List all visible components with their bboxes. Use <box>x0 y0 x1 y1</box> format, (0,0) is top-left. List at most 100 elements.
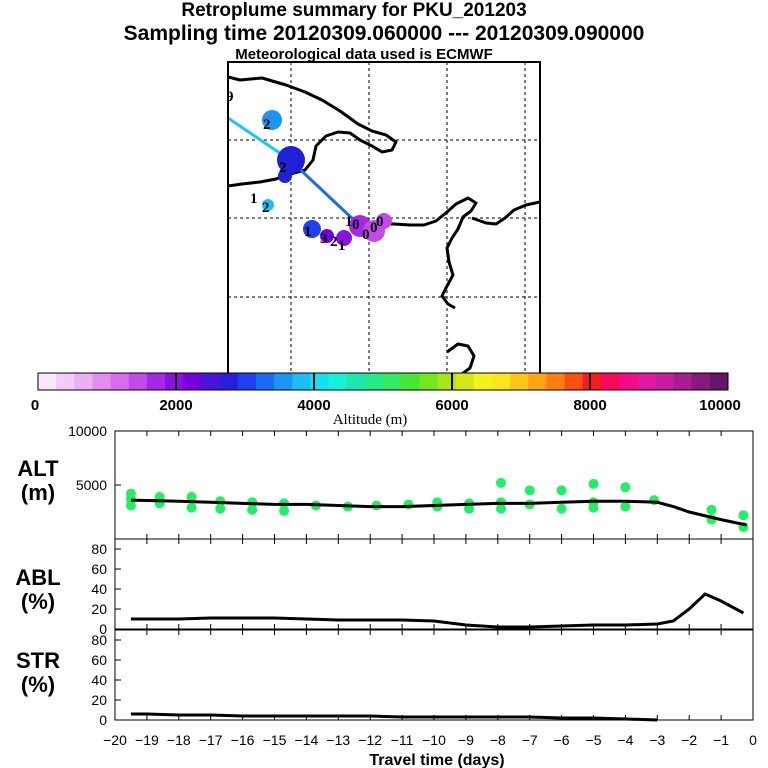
str-label: STR <box>16 648 60 673</box>
cluster-circle <box>262 110 282 130</box>
colorbar-cell <box>274 373 293 390</box>
colorbar-cell <box>691 373 711 390</box>
x-tick-label: −7 <box>522 732 538 748</box>
abl-ytick-label: 60 <box>91 561 107 577</box>
title-line-3: Meteorological data used is ECMWF <box>235 46 493 63</box>
str-unit: (%) <box>21 672 55 697</box>
abl-label: ABL <box>15 565 60 590</box>
abl-ytick-label: 20 <box>91 601 107 617</box>
colorbar-cell <box>38 373 57 390</box>
colorbar-tick-2000: 2000 <box>159 397 192 414</box>
x-tick-label: −1 <box>713 732 729 748</box>
point-label: 2 <box>330 234 338 250</box>
x-tick-label: −13 <box>326 732 350 748</box>
colorbar-tick-10000: 10000 <box>699 397 741 414</box>
colorbar-tick-8000: 8000 <box>573 397 606 414</box>
point-label: 2 <box>262 200 270 216</box>
colorbar-tick-6000: 6000 <box>435 397 468 414</box>
colorbar-cell <box>564 373 584 390</box>
alt-cluster-point <box>464 503 475 514</box>
colorbar-cell <box>401 373 420 390</box>
colorbar-cell <box>383 373 402 390</box>
alt-cluster-point <box>620 482 631 493</box>
alt-cluster-point <box>186 491 197 502</box>
x-axis-title: Travel time (days) <box>369 752 504 768</box>
colorbar-cell <box>510 373 529 390</box>
point-label: 1 <box>345 214 353 230</box>
colorbar-cell <box>165 373 184 390</box>
cluster-circle <box>277 146 305 174</box>
colorbar-cell <box>219 373 239 390</box>
colorbar-cell <box>491 373 511 390</box>
str-ytick-label: 60 <box>91 652 107 668</box>
abl-frame <box>114 538 754 630</box>
alt-unit: (m) <box>21 480 55 505</box>
title-line-2: Sampling time 20120309.060000 --- 201203… <box>123 22 645 45</box>
x-tick-label: −9 <box>458 732 474 748</box>
point-label: 1 <box>250 191 258 207</box>
alt-ytick-label: 5000 <box>76 477 107 493</box>
alt-cluster-point <box>738 510 749 521</box>
cluster-circle <box>303 220 321 238</box>
title-line-1: Retroplume summary for PKU_201203 <box>181 0 527 21</box>
alt-cluster-point <box>495 503 506 514</box>
x-tick-label: −8 <box>490 732 506 748</box>
x-tick-label: −14 <box>295 732 319 748</box>
colorbar-cell <box>110 373 130 390</box>
str-ytick-label: 40 <box>91 672 107 688</box>
str-frame <box>114 629 754 721</box>
alt-cluster-point <box>706 504 717 515</box>
alt-cluster-point <box>279 505 290 516</box>
x-tick-label: −2 <box>681 732 697 748</box>
x-tick-label: 0 <box>749 732 757 748</box>
alt-mean-line <box>130 498 747 527</box>
colorbar-cell <box>146 373 166 390</box>
colorbar-major-ticks <box>175 373 591 390</box>
point-label: 2 <box>263 117 271 133</box>
point-label: 0 <box>352 217 360 233</box>
plume-clusters <box>262 110 392 246</box>
cluster-circle <box>336 230 352 246</box>
colorbar-cell <box>128 373 148 390</box>
alt-cluster-point <box>556 503 567 514</box>
x-tick-label: −10 <box>422 732 446 748</box>
colorbar-cell <box>56 373 75 390</box>
cluster-circle <box>320 229 334 243</box>
plume-map: 9 2 2 1 2 1 3 2 1 1 0 0 0 0 <box>226 61 541 375</box>
alt-cluster-point <box>588 502 599 513</box>
point-label: 9 <box>226 89 234 105</box>
colorbar-cell <box>455 373 475 390</box>
colorbar-cell <box>201 373 220 390</box>
colorbar-cell <box>346 373 366 390</box>
colorbar-tick-4000: 4000 <box>297 397 330 414</box>
x-tick-label: −6 <box>554 732 570 748</box>
colorbar-cell <box>74 373 93 390</box>
alt-cluster-point <box>215 503 226 514</box>
colorbar-cell <box>437 373 457 390</box>
colorbar-cell <box>328 373 348 390</box>
abl-line <box>130 592 745 629</box>
colorbar-label: Altitude (m) <box>333 412 408 428</box>
abl-ytick-label: 40 <box>91 581 107 597</box>
colorbar-cell <box>292 373 311 390</box>
cluster-circle <box>262 199 274 211</box>
point-label: 3 <box>320 231 328 247</box>
x-tick-label: −3 <box>649 732 665 748</box>
alt-panel: ALT (m) 10000 5000 <box>17 423 754 540</box>
x-tick-label: −15 <box>263 732 287 748</box>
point-label: 2 <box>279 160 287 176</box>
point-label: 1 <box>338 238 346 254</box>
alt-cluster-point <box>588 478 599 489</box>
alt-cluster-point <box>556 485 567 496</box>
colorbar-cell <box>419 373 438 390</box>
x-tick-label: −17 <box>199 732 223 748</box>
colorbar-tick-0: 0 <box>31 397 39 414</box>
colorbar-cell <box>619 373 638 390</box>
alt-label: ALT <box>17 456 59 481</box>
str-ytick-label: 20 <box>91 692 107 708</box>
cluster-circle <box>376 213 392 229</box>
abl-panel: ABL (%) 80 60 40 20 0 <box>15 538 754 637</box>
point-label: 1 <box>304 224 312 240</box>
altitude-colorbar: 0 2000 4000 6000 8000 10000 Altitude (m) <box>31 372 741 428</box>
